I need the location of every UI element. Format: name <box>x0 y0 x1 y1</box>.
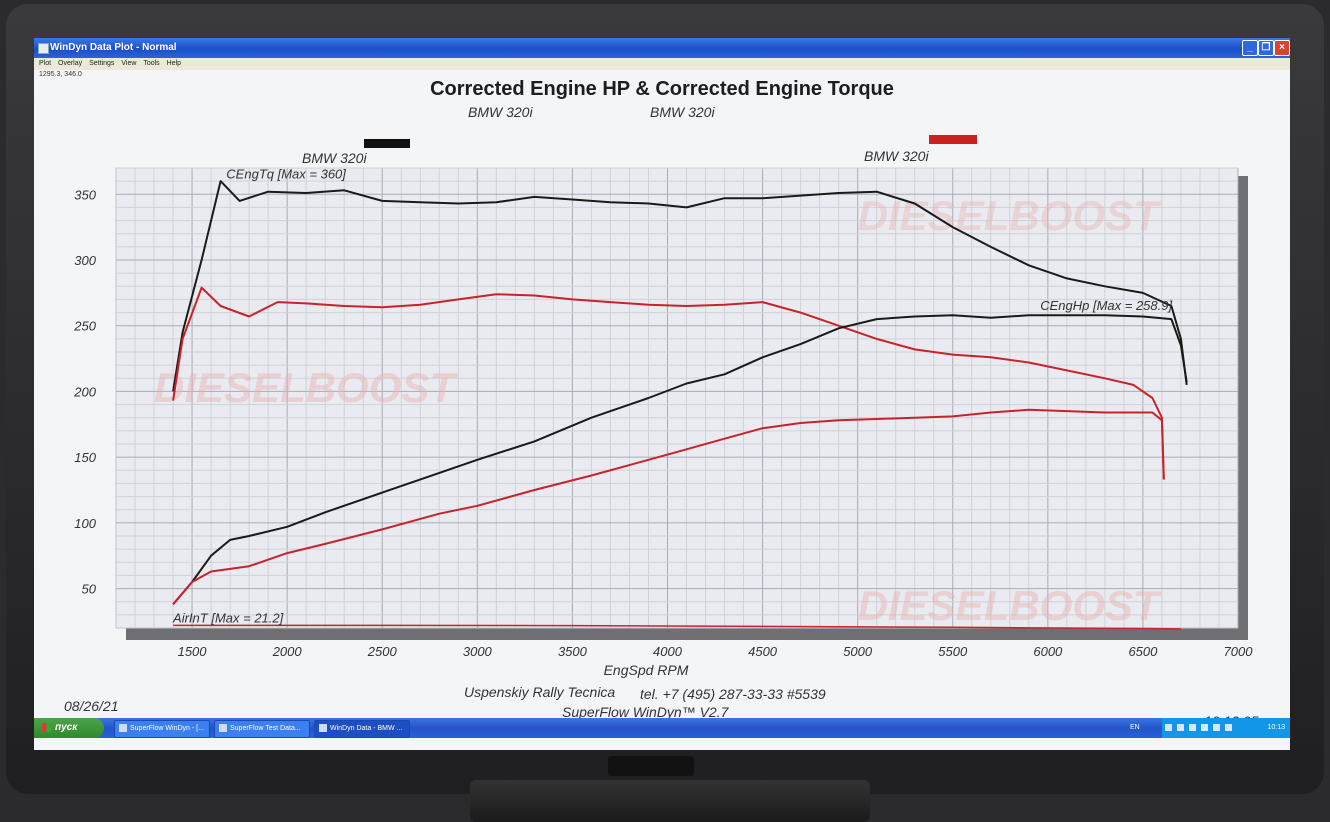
menu-help[interactable]: Help <box>166 60 182 67</box>
minimize-button[interactable]: _ <box>1242 40 1258 56</box>
task-label-1: SuperFlow WinDyn - [... <box>130 725 204 732</box>
x-tick-label: 4000 <box>653 644 683 659</box>
x-axis-label: EngSpd RPM <box>604 662 689 678</box>
watermark-text: DIESELBOOST <box>154 364 458 411</box>
x-tick-label: 7000 <box>1224 644 1254 659</box>
tray-app-icon[interactable] <box>1200 723 1208 731</box>
monitor-stand <box>470 780 870 822</box>
tray-device-icon[interactable] <box>1224 723 1232 731</box>
plot-area <box>115 167 1239 629</box>
y-tick-label: 100 <box>74 516 96 531</box>
cursor-readout: 1295.3, 346.0 <box>39 71 82 78</box>
plot-grid <box>116 167 1239 628</box>
y-tick-label: 200 <box>73 384 96 399</box>
watermarks: DIESELBOOST DIESELBOOST DIESELBOOST <box>154 192 1162 629</box>
chart-annotation: CEngHp [Max = 258.9] <box>1040 298 1172 313</box>
x-tick-label: 2000 <box>272 644 303 659</box>
footer-phone: tel. +7 (495) 287-33-33 #5539 <box>640 686 826 702</box>
task-label-2: SuperFlow Test Data... <box>230 725 301 732</box>
y-tick-label: 50 <box>82 582 97 597</box>
start-button[interactable]: пуск <box>34 718 104 738</box>
x-tick-label: 2500 <box>367 644 398 659</box>
watermark-text: DIESELBOOST <box>858 582 1162 629</box>
series-line <box>172 408 1165 605</box>
chart-annotation: AirInT [Max = 21.2] <box>172 611 284 626</box>
menu-view[interactable]: View <box>121 60 137 67</box>
menu-overlay[interactable]: Overlay <box>58 60 83 67</box>
legend-swatch-red <box>929 135 977 144</box>
legend-swatch-black <box>364 139 410 148</box>
menu-bar: Plot Overlay Settings View Tools Help <box>34 58 1290 70</box>
start-label: пуск <box>55 722 78 733</box>
y-axis-ticks: 50 100 150 200 250 300 350 <box>73 187 96 596</box>
footer-company: Uspenskiy Rally Tecnica <box>464 684 616 700</box>
series-line <box>173 624 1181 630</box>
series-line <box>172 180 1188 392</box>
x-tick-label: 5500 <box>938 644 968 659</box>
menu-settings[interactable]: Settings <box>89 60 115 67</box>
task-button-2[interactable]: SuperFlow Test Data... <box>214 720 310 738</box>
x-tick-label: 1500 <box>178 644 208 659</box>
x-tick-label: 6500 <box>1128 644 1158 659</box>
series-line <box>172 314 1188 605</box>
y-tick-label: 300 <box>74 253 96 268</box>
windows-logo-icon <box>42 722 51 732</box>
task-button-3[interactable]: WinDyn Data - BMW ... <box>314 720 410 738</box>
x-tick-label: 5000 <box>843 644 873 659</box>
app-window-icon <box>119 724 127 733</box>
plot-title: Corrected Engine HP & Corrected Engine T… <box>430 78 894 100</box>
tray-clock: 10:13 <box>1267 724 1285 731</box>
system-tray: 10:13 <box>1162 718 1290 738</box>
x-axis-ticks: 1500 2000 2500 3000 3500 4000 4500 5000 5500 6000… <box>178 644 1254 659</box>
monitor-stand-neck <box>608 756 694 776</box>
close-button[interactable]: × <box>1274 40 1290 56</box>
legend-label-left: BMW 320i <box>302 150 367 166</box>
y-tick-label: 250 <box>73 319 96 334</box>
app-icon <box>38 43 49 54</box>
chart-annotation: CEngTq [Max = 360] <box>226 167 346 182</box>
window-titlebar[interactable]: WinDyn Data Plot - Normal _ ❐ × <box>34 38 1290 58</box>
dyno-chart: DIESELBOOST DIESELBOOST DIESELBOOST 50 100 1… <box>73 167 1254 678</box>
y-tick-label: 350 <box>74 187 96 202</box>
x-tick-label: 4500 <box>748 644 778 659</box>
tray-network-icon[interactable] <box>1165 723 1172 731</box>
legend-label-right: BMW 320i <box>864 148 929 164</box>
tray-volume-icon[interactable] <box>1176 723 1184 731</box>
series-line <box>172 286 1165 480</box>
footer-software: SuperFlow WinDyn™ V2.7 <box>562 704 729 720</box>
x-tick-label: 3500 <box>558 644 588 659</box>
series-group <box>172 180 1188 630</box>
tray-update-icon[interactable] <box>1212 723 1220 731</box>
app-window-icon <box>219 724 227 733</box>
maximize-button[interactable]: ❐ <box>1258 40 1274 56</box>
menu-plot[interactable]: Plot <box>39 60 52 67</box>
footer-date: 08/26/21 <box>64 698 119 714</box>
tray-security-icon[interactable] <box>1188 723 1196 731</box>
annotations: CEngTq [Max = 360] CEngHp [Max = 258.9] Ai… <box>172 167 1172 626</box>
x-tick-label: 3000 <box>463 644 493 659</box>
language-indicator[interactable]: EN <box>1130 724 1140 731</box>
taskbar: пуск SuperFlow WinDyn - [... SuperFlow T… <box>34 718 1290 738</box>
window-title: WinDyn Data Plot - Normal <box>50 42 177 53</box>
run-label-2: BMW 320i <box>650 104 715 120</box>
watermark-text: DIESELBOOST <box>858 192 1162 239</box>
menu-tools[interactable]: Tools <box>143 60 160 67</box>
task-button-1[interactable]: SuperFlow WinDyn - [... <box>114 720 210 738</box>
app-window-icon <box>319 724 327 733</box>
run-label-1: BMW 320i <box>468 104 533 120</box>
task-label-3: WinDyn Data - BMW ... <box>330 725 403 732</box>
y-tick-label: 150 <box>74 450 96 465</box>
x-tick-label: 6000 <box>1033 644 1063 659</box>
screen: WinDyn Data Plot - Normal _ ❐ × Plot Ove… <box>34 38 1290 750</box>
